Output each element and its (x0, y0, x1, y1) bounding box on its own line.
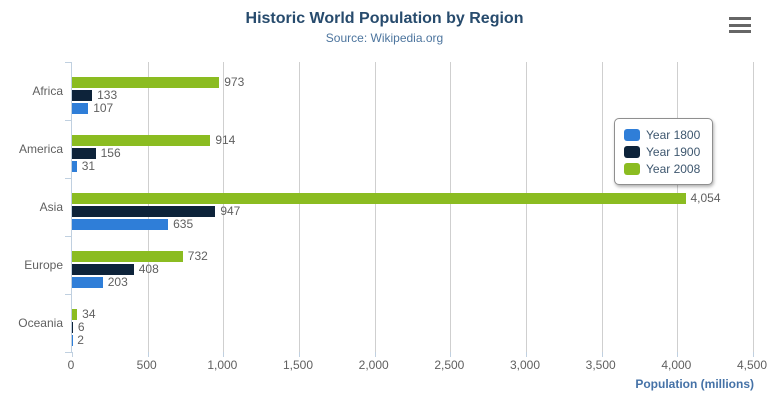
data-label: 4,054 (690, 191, 721, 205)
bar-america-year-2008[interactable] (72, 135, 211, 146)
gridline (374, 62, 376, 352)
legend-item-year-1900[interactable]: Year 1900 (624, 143, 700, 160)
data-label: 947 (220, 204, 241, 218)
data-label: 408 (138, 262, 159, 276)
bar-africa-year-1900[interactable] (72, 90, 93, 101)
category-label: Asia (39, 200, 63, 214)
category-axis-tick (65, 294, 72, 295)
category-label: America (18, 142, 63, 156)
x-tick-label: 500 (136, 358, 157, 372)
gridline (450, 62, 452, 352)
gridline (223, 62, 225, 352)
category-label: Europe (24, 258, 63, 272)
bar-asia-year-2008[interactable] (72, 193, 686, 204)
bar-asia-year-1800[interactable] (72, 219, 169, 230)
category-axis-tick (65, 178, 72, 179)
x-axis-title: Population (millions) (635, 377, 754, 391)
bar-europe-year-2008[interactable] (72, 251, 183, 262)
x-tick-label: 0 (67, 358, 75, 372)
bar-america-year-1800[interactable] (72, 161, 77, 172)
data-label: 914 (215, 133, 236, 147)
data-label: 31 (81, 159, 96, 173)
legend-swatch (624, 162, 640, 175)
axis-tick (299, 352, 300, 357)
x-tick-label: 4,000 (661, 358, 692, 372)
gridline (526, 62, 527, 352)
x-tick-label: 3,000 (509, 358, 541, 372)
x-tick-label: 1,000 (207, 358, 238, 372)
axis-tick (601, 352, 603, 357)
chart-title: Historic World Population by Region (245, 10, 524, 27)
hamburger-menu-icon[interactable] (729, 17, 751, 33)
category-axis-tick (65, 62, 72, 63)
category-label: Africa (32, 84, 63, 98)
bar-europe-year-1800[interactable] (72, 277, 103, 288)
bar-america-year-1900[interactable] (72, 148, 96, 159)
data-label: 34 (82, 307, 96, 321)
data-label: 156 (100, 146, 121, 160)
plot-area: 973 133 107 914 156 31 4,054 947 635 732 408 203 34 6… (65, 62, 754, 357)
x-tick-label: 2,000 (358, 358, 389, 372)
data-label: 107 (93, 101, 114, 115)
chart-subtitle: Source: Wikipedia.org (325, 31, 444, 45)
axis-tick (677, 352, 679, 357)
legend-label: Year 1800 (646, 127, 701, 142)
data-label: 6 (77, 320, 85, 334)
bar-africa-year-1800[interactable] (72, 103, 89, 114)
gridline (601, 62, 603, 352)
bar-africa-year-2008[interactable] (72, 77, 220, 88)
category-axis-tick (65, 352, 72, 353)
legend-swatch (624, 145, 640, 158)
legend-label: Year 2008 (646, 161, 701, 176)
data-label: 203 (107, 275, 128, 289)
bar-oceania-year-2008[interactable] (72, 309, 78, 320)
x-tick-label: 1,500 (282, 358, 314, 372)
data-label: 2 (77, 333, 84, 347)
axis-tick (223, 352, 225, 357)
category-label: Oceania (18, 316, 63, 330)
axis-tick (72, 352, 73, 357)
data-label: 635 (173, 217, 194, 231)
bar-europe-year-1900[interactable] (72, 264, 134, 275)
legend-swatch (624, 128, 640, 141)
legend-item-year-1800[interactable]: Year 1800 (624, 126, 700, 143)
gridline (753, 62, 754, 352)
x-tick-label: 3,500 (585, 358, 616, 372)
gridline (299, 62, 300, 352)
legend-item-year-2008[interactable]: Year 2008 (624, 160, 700, 177)
category-axis-tick (65, 120, 72, 121)
x-tick-label: 4,500 (736, 358, 768, 372)
category-axis-tick (65, 236, 72, 237)
axis-tick (753, 352, 754, 357)
legend-label: Year 1900 (646, 144, 701, 159)
axis-tick (526, 352, 527, 357)
data-label: 133 (97, 88, 118, 102)
gridline (677, 62, 679, 352)
x-tick-label: 2,500 (434, 358, 465, 372)
data-label: 973 (224, 75, 245, 89)
axis-tick (450, 352, 452, 357)
axis-tick (374, 352, 376, 357)
legend: Year 1800 Year 1900 Year 2008 (614, 118, 714, 185)
data-label: 732 (187, 249, 208, 263)
axis-tick (147, 352, 149, 357)
bar-asia-year-1900[interactable] (72, 206, 216, 217)
bar-oceania-year-1900[interactable] (72, 322, 73, 333)
